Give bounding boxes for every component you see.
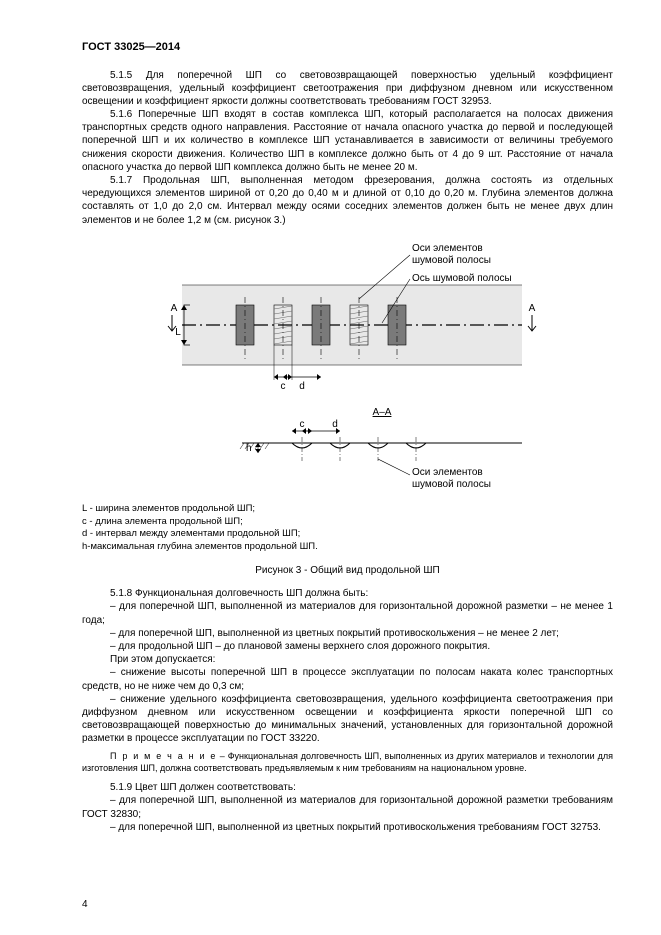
para-5-1-9: 5.1.9 Цвет ШП должен соответствовать: <box>82 781 613 794</box>
doc-header: ГОСТ 33025—2014 <box>82 40 613 55</box>
para-5-1-6: 5.1.6 Поперечные ШП входят в состав комп… <box>82 108 613 174</box>
figure-caption: Рисунок 3 - Общий вид продольной ШП <box>82 564 613 577</box>
figure-3-section-svg: A–A h c d Оси элементовшумовой полосы <box>232 403 532 493</box>
note: П р и м е ч а н и е – Функциональная дол… <box>82 751 613 775</box>
bullet-6: – для поперечной ШП, выполненной из мате… <box>82 794 613 820</box>
svg-text:A: A <box>171 303 178 314</box>
legend-c: c - длина элемента продольной ШП; <box>82 516 613 529</box>
svg-text:h: h <box>246 443 252 454</box>
svg-text:A: A <box>529 303 536 314</box>
para-5-1-8: 5.1.8 Функциональная долговечность ШП до… <box>82 587 613 600</box>
legend-d: d - интервал между элементами продольной… <box>82 528 613 541</box>
svg-text:c: c <box>300 419 305 430</box>
bullet-1: – для поперечной ШП, выполненной из мате… <box>82 600 613 626</box>
figure-3-top: A A Lc d Оси элементовшумовой полосы Ось шумо… <box>122 237 613 393</box>
bullet-5: – снижение удельного коэффициента светов… <box>82 693 613 746</box>
bullet-4: – снижение высоты поперечной ШП в процес… <box>82 666 613 692</box>
bullet-7: – для поперечной ШП, выполненной из цвет… <box>82 821 613 834</box>
svg-text:d: d <box>332 419 338 430</box>
svg-text:шумовой полосы: шумовой полосы <box>412 479 491 490</box>
para-allow: При этом допускается: <box>82 653 613 666</box>
svg-text:L: L <box>175 327 181 338</box>
bullet-3: – для продольной ШП – до плановой замены… <box>82 640 613 653</box>
page-number: 4 <box>82 898 88 911</box>
svg-text:d: d <box>299 381 305 392</box>
figure-legend: L - ширина элементов продольной ШП; c - … <box>82 503 613 554</box>
bullet-2: – для поперечной ШП, выполненной из цвет… <box>82 627 613 640</box>
note-label: П р и м е ч а н и е <box>110 751 217 761</box>
svg-text:шумовой полосы: шумовой полосы <box>412 255 491 266</box>
legend-L: L - ширина элементов продольной ШП; <box>82 503 613 516</box>
svg-text:c: c <box>281 381 286 392</box>
legend-h: h-максимальная глубина элементов продоль… <box>82 541 613 554</box>
page: ГОСТ 33025—2014 5.1.5 Для поперечной ШП … <box>0 0 661 935</box>
svg-text:Ось шумовой полосы: Ось шумовой полосы <box>412 273 512 284</box>
para-5-1-7: 5.1.7 Продольная ШП, выполненная методом… <box>82 174 613 227</box>
svg-text:Оси элементов: Оси элементов <box>412 243 483 254</box>
figure-3-plan-svg: A A Lc d Оси элементовшумовой полосы Ось шумо… <box>122 237 542 393</box>
para-5-1-5: 5.1.5 Для поперечной ШП со световозвраща… <box>82 69 613 109</box>
svg-text:Оси элементов: Оси элементов <box>412 467 483 478</box>
figure-3-section: A–A h c d Оси элементовшумовой полосы <box>232 403 613 493</box>
svg-text:A–A: A–A <box>373 407 392 418</box>
